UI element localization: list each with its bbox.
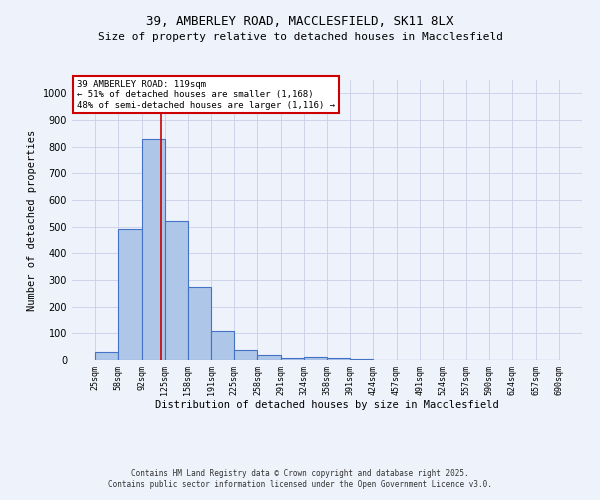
Bar <box>257 354 281 360</box>
Text: Size of property relative to detached houses in Macclesfield: Size of property relative to detached ho… <box>97 32 503 42</box>
Y-axis label: Number of detached properties: Number of detached properties <box>27 130 37 310</box>
Bar <box>211 330 234 360</box>
Bar <box>234 350 257 360</box>
Bar <box>95 352 118 360</box>
Bar <box>165 222 188 360</box>
Bar <box>281 358 304 360</box>
Text: 39 AMBERLEY ROAD: 119sqm
← 51% of detached houses are smaller (1,168)
48% of sem: 39 AMBERLEY ROAD: 119sqm ← 51% of detach… <box>77 80 335 110</box>
Text: 39, AMBERLEY ROAD, MACCLESFIELD, SK11 8LX: 39, AMBERLEY ROAD, MACCLESFIELD, SK11 8L… <box>146 15 454 28</box>
X-axis label: Distribution of detached houses by size in Macclesfield: Distribution of detached houses by size … <box>155 400 499 410</box>
Text: Contains HM Land Registry data © Crown copyright and database right 2025.: Contains HM Land Registry data © Crown c… <box>131 468 469 477</box>
Text: Contains public sector information licensed under the Open Government Licence v3: Contains public sector information licen… <box>108 480 492 489</box>
Bar <box>188 286 211 360</box>
Bar <box>327 358 350 360</box>
Bar <box>142 138 165 360</box>
Bar <box>118 228 142 360</box>
Bar <box>304 358 327 360</box>
